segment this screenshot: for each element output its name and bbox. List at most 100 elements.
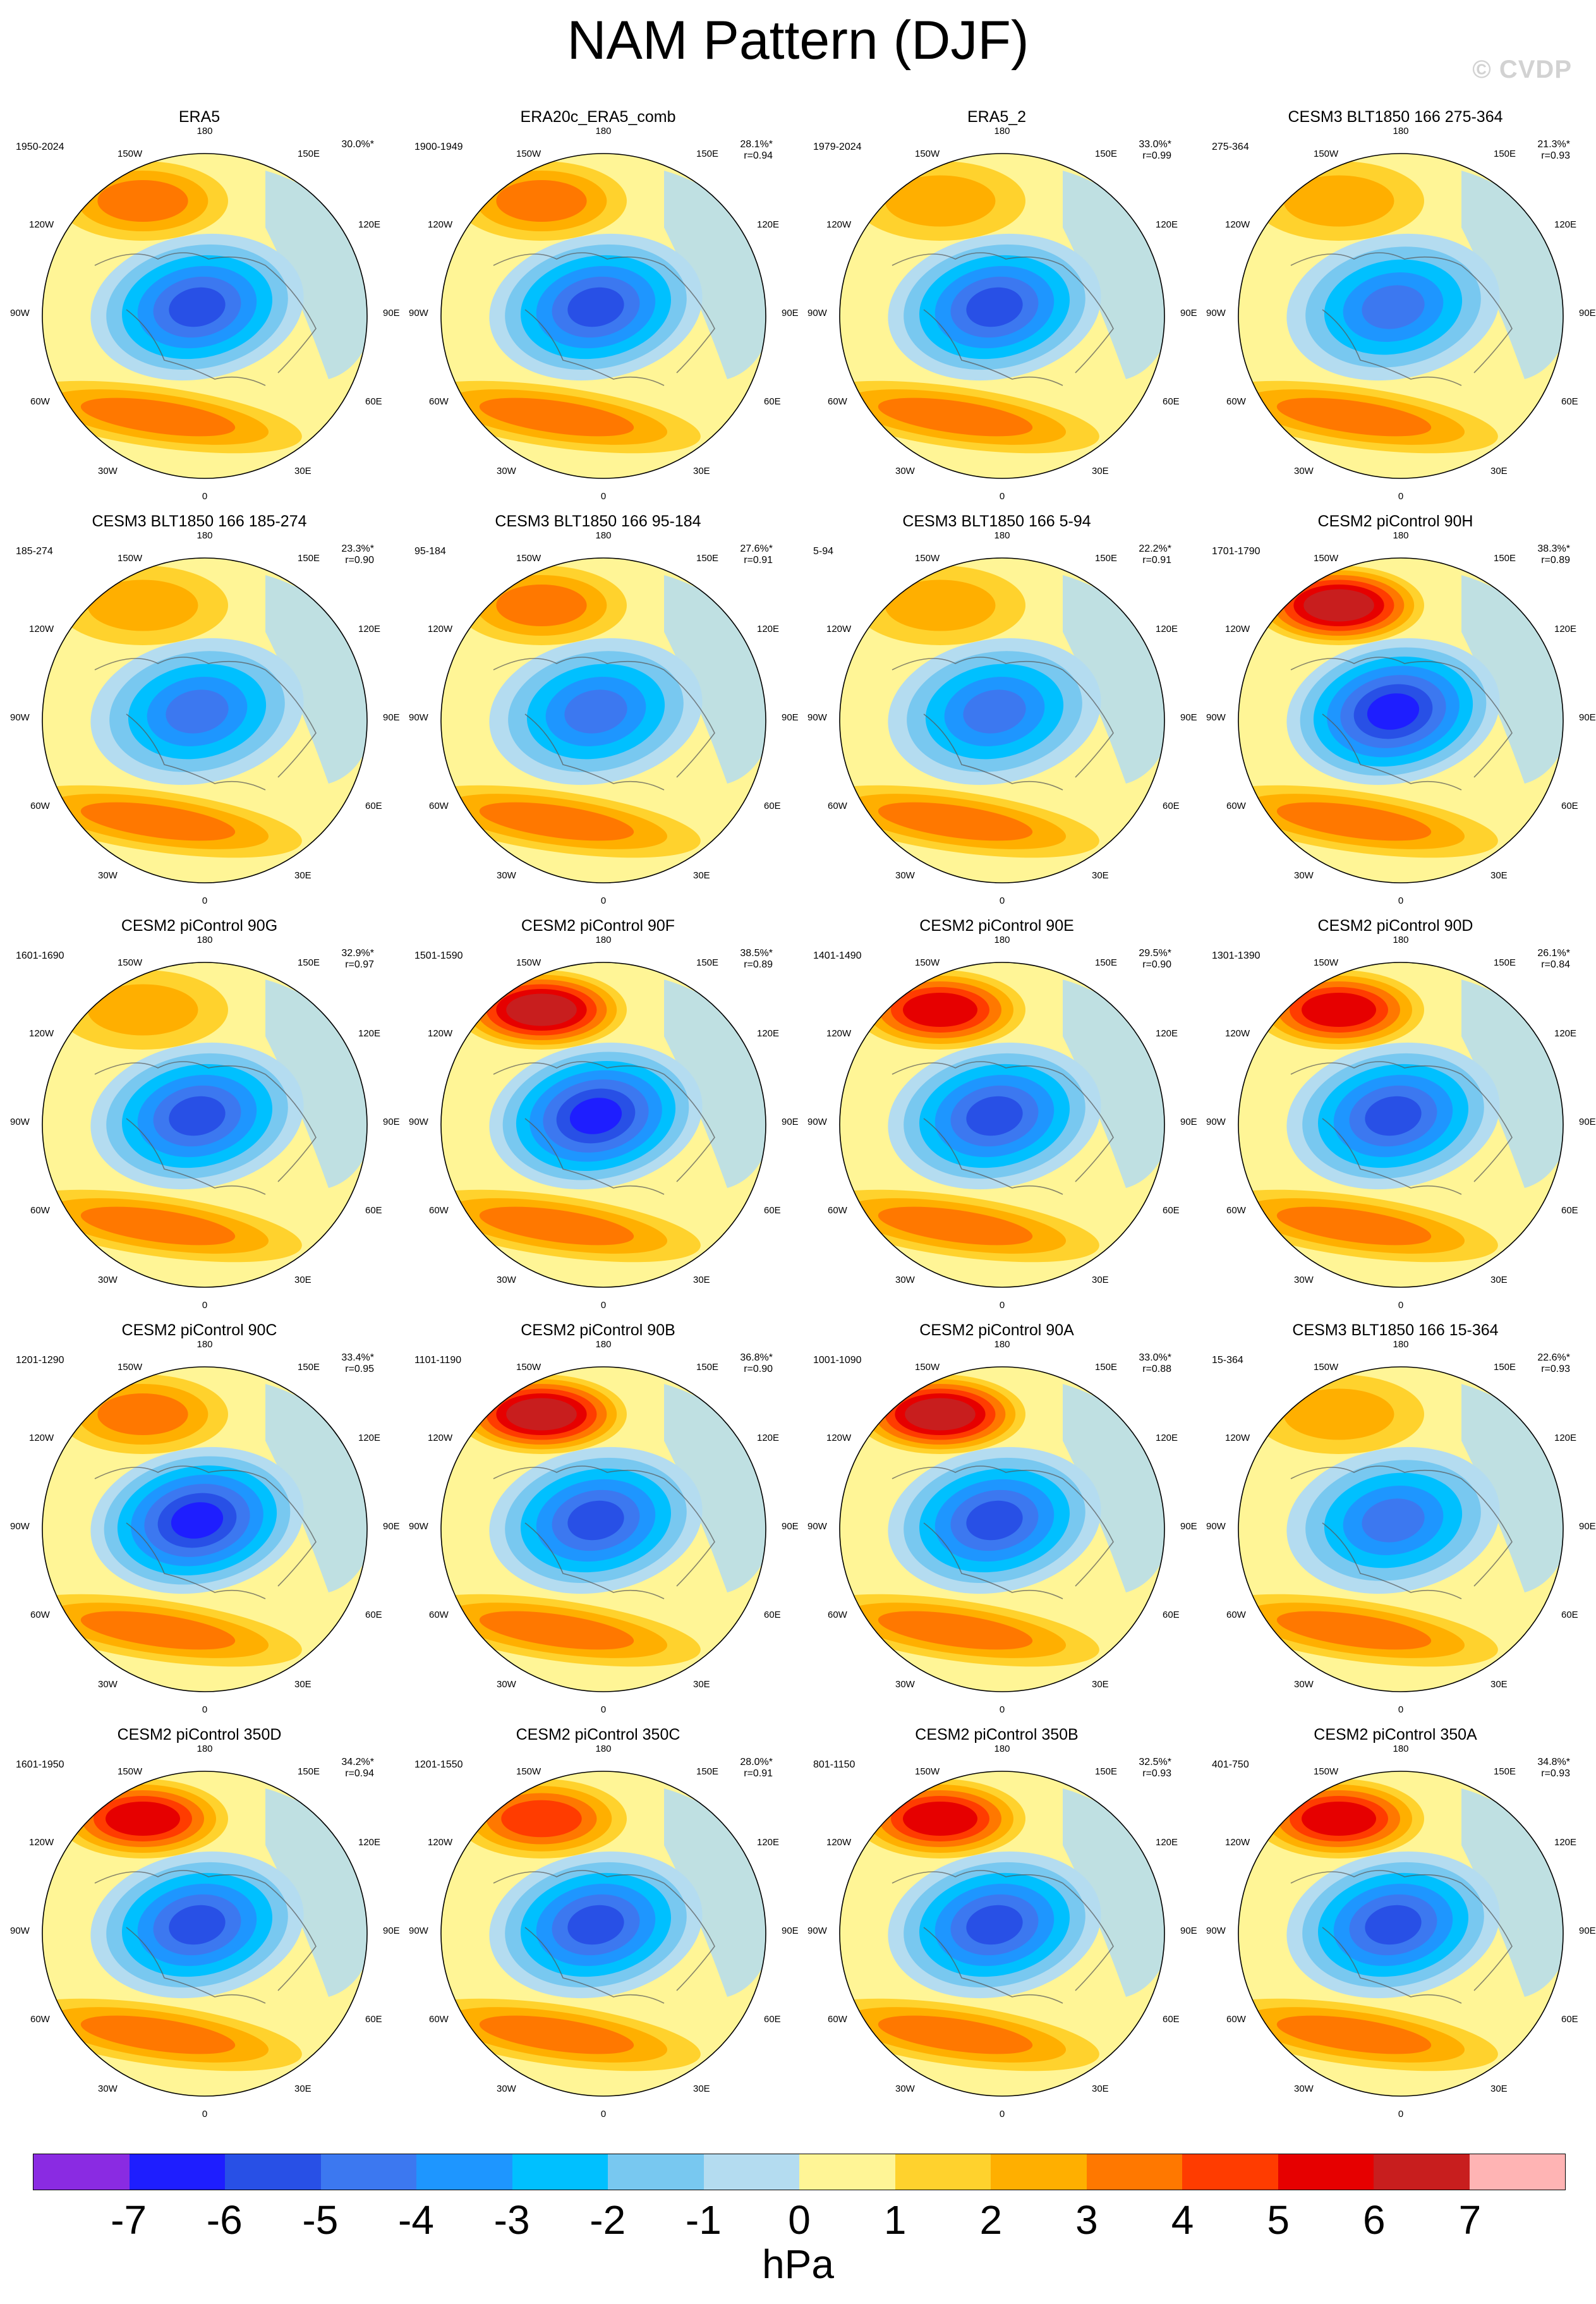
- chart-title: NAM Pattern (DJF): [567, 10, 1029, 71]
- longitude-label: 120E: [757, 1837, 780, 1848]
- polar-stereographic-map: [839, 1366, 1165, 1692]
- longitude-label: 90W: [807, 1117, 827, 1127]
- longitude-label: 120E: [1554, 1028, 1577, 1039]
- longitude-label: 150W: [1314, 1362, 1339, 1373]
- colorbar-unit: hPa: [762, 2241, 834, 2287]
- colorbar-swatch: [33, 2154, 130, 2190]
- longitude-label: 30E: [294, 1679, 311, 1690]
- longitude-label: 30E: [294, 2083, 311, 2094]
- variance-explained: 33.0%*: [1139, 139, 1171, 150]
- panel-title: CESM3 BLT1850 166 15-364: [1292, 1321, 1499, 1339]
- arctic-low-contour: [1362, 1498, 1425, 1543]
- longitude-label: 30E: [1092, 1679, 1109, 1690]
- longitude-label: 60W: [30, 1610, 50, 1620]
- variance-explained: 38.5%*: [740, 948, 773, 959]
- longitude-label: 90W: [10, 1117, 30, 1127]
- longitude-label: 0: [1398, 1704, 1404, 1715]
- longitude-label: 90W: [10, 308, 30, 318]
- longitude-label: 120W: [1225, 1837, 1250, 1848]
- variance-explained: 22.6%*: [1537, 1352, 1570, 1363]
- map-panel: CESM2 piControl 350C 1201-1550 28.0%* r=0.9…: [399, 1719, 799, 2123]
- panel-years: 801-1150: [813, 1759, 855, 1770]
- panel-years: 1601-1950: [16, 1759, 64, 1770]
- panel-title: CESM2 piControl 350C: [516, 1726, 680, 1743]
- pattern-correlation: r=0.93: [1541, 150, 1570, 161]
- longitude-label: 120E: [757, 219, 780, 230]
- longitude-label: 90W: [1206, 1925, 1226, 1936]
- longitude-label: 30E: [693, 870, 710, 881]
- arctic-low-contour: [567, 287, 624, 327]
- longitude-label: 90W: [1206, 1521, 1226, 1532]
- pacific-high-contour: [97, 180, 188, 222]
- longitude-label: 60W: [429, 396, 449, 407]
- longitude-label: 60E: [365, 2014, 382, 2025]
- longitude-label: 60E: [1163, 396, 1180, 407]
- longitude-label: 30W: [98, 870, 118, 881]
- longitude-label: 120W: [428, 1837, 453, 1848]
- longitude-label: 180: [1393, 1743, 1409, 1754]
- map-panel: CESM3 BLT1850 166 5-94 5-94 22.2%* r=0.91 18…: [797, 506, 1197, 910]
- pattern-correlation: r=0.89: [1541, 555, 1570, 566]
- longitude-label: 120E: [1554, 1837, 1577, 1848]
- colorbar-tick-label: 1: [883, 2197, 907, 2243]
- polar-stereographic-map: [1238, 153, 1564, 479]
- colorbar-swatch: [1278, 2154, 1374, 2190]
- longitude-label: 120W: [29, 219, 54, 230]
- longitude-label: 60W: [429, 1610, 449, 1620]
- longitude-label: 90E: [1579, 1117, 1596, 1127]
- pacific-high-contour: [903, 993, 977, 1027]
- longitude-label: 180: [994, 126, 1010, 136]
- longitude-label: 120E: [1156, 219, 1178, 230]
- longitude-label: 120E: [358, 624, 381, 634]
- longitude-label: 60E: [764, 2014, 781, 2025]
- panel-years: 1601-1690: [16, 950, 64, 961]
- colorbar-swatch: [1374, 2154, 1470, 2190]
- longitude-label: 30W: [895, 466, 915, 476]
- arctic-low-contour: [966, 287, 1023, 327]
- longitude-label: 0: [202, 1704, 208, 1715]
- panel-years: 1201-1550: [414, 1759, 463, 1770]
- longitude-label: 120W: [29, 1837, 54, 1848]
- longitude-label: 30E: [693, 466, 710, 476]
- longitude-label: 180: [1393, 530, 1409, 541]
- longitude-label: 120E: [757, 1028, 780, 1039]
- longitude-label: 90E: [1180, 712, 1197, 723]
- arctic-low-contour: [567, 1500, 624, 1541]
- longitude-label: 150W: [118, 149, 143, 159]
- map-panel: CESM2 piControl 350B 801-1150 32.5%* r=0.93…: [797, 1719, 1197, 2123]
- longitude-label: 30E: [1490, 1679, 1508, 1690]
- colorbar-swatch: [320, 2154, 416, 2190]
- longitude-label: 0: [999, 1704, 1005, 1715]
- pattern-correlation: r=0.91: [1142, 555, 1171, 566]
- longitude-label: 90E: [1180, 1117, 1197, 1127]
- polar-stereographic-map: [42, 557, 368, 883]
- longitude-label: 120W: [826, 1028, 852, 1039]
- longitude-label: 120E: [757, 1433, 780, 1443]
- arctic-low-contour: [169, 1905, 226, 1945]
- longitude-label: 150E: [696, 1766, 719, 1777]
- panel-stats: 22.2%* r=0.91: [1139, 543, 1171, 566]
- longitude-label: 60W: [30, 2014, 50, 2025]
- longitude-label: 120W: [1225, 1433, 1250, 1443]
- longitude-label: 60W: [429, 2014, 449, 2025]
- pattern-correlation: r=0.89: [744, 959, 773, 970]
- longitude-label: 150E: [298, 1362, 320, 1373]
- variance-explained: 22.2%*: [1139, 543, 1171, 554]
- longitude-label: 180: [196, 935, 213, 945]
- variance-explained: 33.4%*: [341, 1352, 374, 1363]
- colorbar-tick-label: -6: [206, 2197, 243, 2243]
- longitude-label: 150W: [118, 1362, 143, 1373]
- panel-stats: 26.1%* r=0.84: [1537, 948, 1570, 971]
- longitude-label: 60E: [1163, 1610, 1180, 1620]
- pacific-high-contour: [501, 1800, 582, 1838]
- map-panel: CESM3 BLT1850 166 95-184 95-184 27.6%* r=0.…: [399, 506, 799, 910]
- longitude-label: 90W: [1206, 1117, 1226, 1127]
- arctic-low-contour: [1365, 1096, 1422, 1136]
- longitude-label: 60W: [1226, 1205, 1246, 1216]
- longitude-label: 150W: [915, 957, 940, 968]
- pattern-correlation: r=0.84: [1541, 959, 1570, 970]
- panel-years: 1301-1390: [1212, 950, 1260, 961]
- colorbar-swatch: [799, 2154, 895, 2190]
- longitude-label: 0: [600, 1704, 607, 1715]
- longitude-label: 90W: [807, 308, 827, 318]
